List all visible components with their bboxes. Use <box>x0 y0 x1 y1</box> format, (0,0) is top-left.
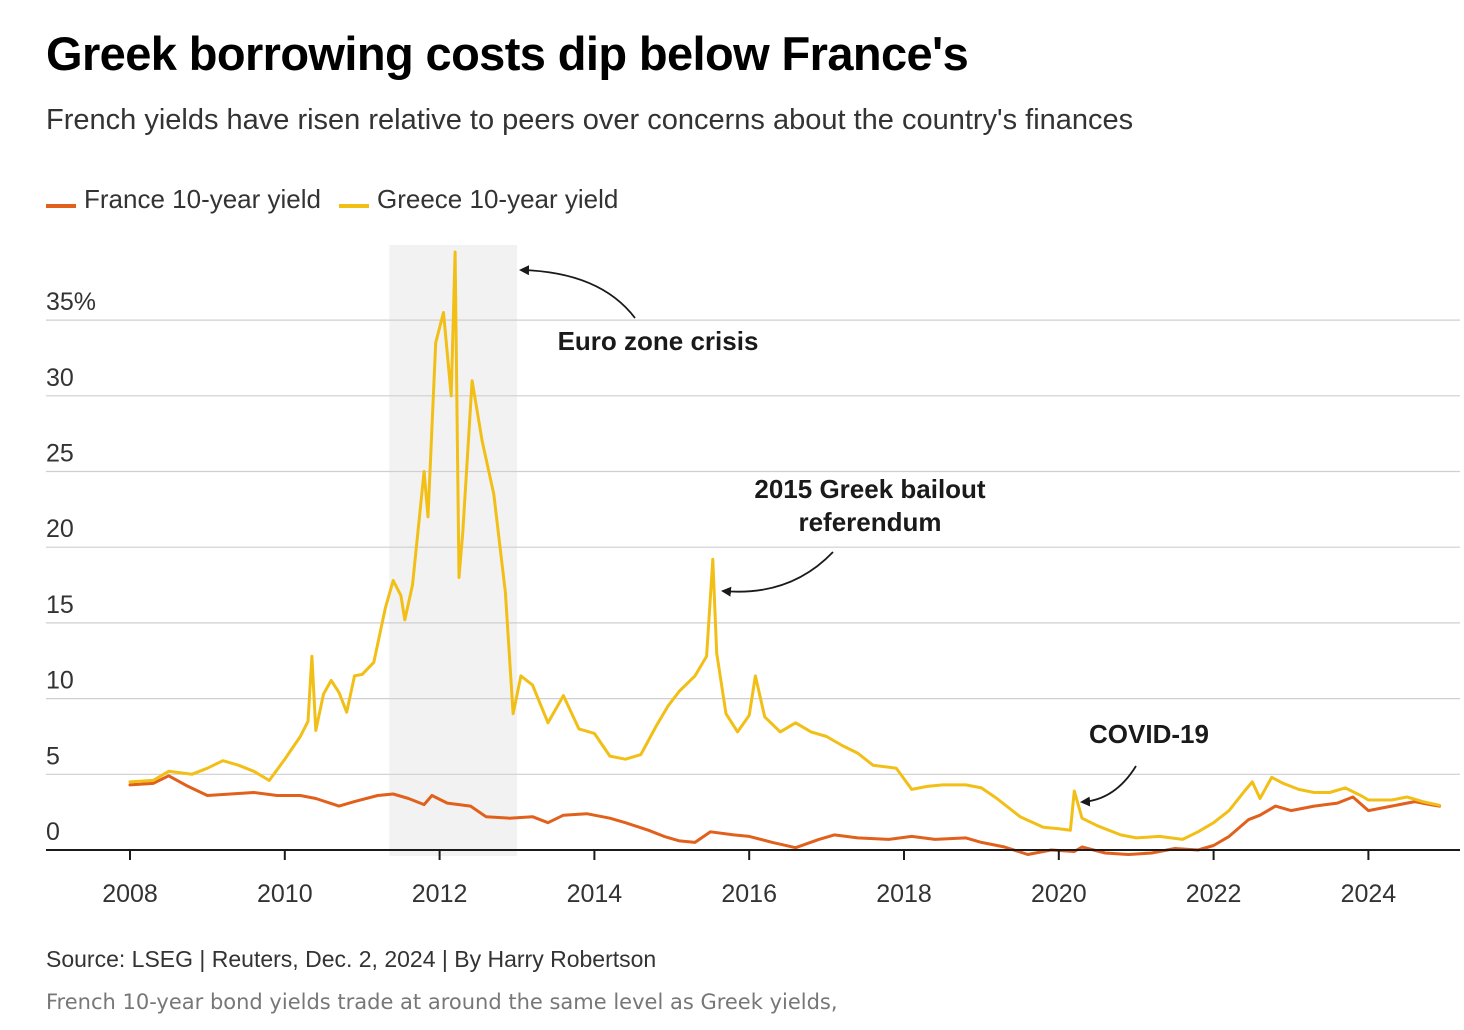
series-layer <box>128 250 1442 856</box>
chart-title: Greek borrowing costs dip below France's <box>46 27 969 80</box>
x-tick-label-2010: 2010 <box>257 880 313 908</box>
chart-subtitle: French yields have risen relative to pee… <box>46 104 1134 136</box>
x-tick-label-2012: 2012 <box>412 880 468 908</box>
x-axis: 2008 2010 2012 2014 2016 2018 2020 2022 2024 <box>46 849 1460 908</box>
y-tick-label-0: 0 <box>46 818 60 846</box>
legend-item-france: France 10-year yield <box>46 184 321 215</box>
series-line-france <box>128 774 1442 856</box>
annotations: Euro zone crisis 2015 Greek bailout refere… <box>519 265 1209 807</box>
x-tick-label-2020: 2020 <box>1031 880 1087 908</box>
legend-item-greece: Greece 10-year yield <box>339 184 618 215</box>
series-line-greece <box>128 250 1442 841</box>
x-tick-label-2022: 2022 <box>1186 880 1242 908</box>
legend-swatch-greece <box>339 203 369 208</box>
y-tick-label-30: 30 <box>46 364 74 392</box>
legend-swatch-france <box>46 203 76 208</box>
legend-label-greece: Greece 10-year yield <box>377 184 619 214</box>
y-tick-label-35: 35% <box>46 288 96 316</box>
x-tick-label-2008: 2008 <box>102 880 158 908</box>
caption-text: French 10-year bond yields trade at arou… <box>46 990 838 1014</box>
x-tick-label-2014: 2014 <box>567 880 623 908</box>
source-note: Source: LSEG | Reuters, Dec. 2, 2024 | B… <box>46 946 657 972</box>
annotation-euro-crisis-label: Euro zone crisis <box>558 326 759 356</box>
legend-label-france: France 10-year yield <box>84 184 321 214</box>
y-tick-label-20: 20 <box>46 515 74 543</box>
x-tick-label-2018: 2018 <box>876 880 932 908</box>
x-tick-label-2016: 2016 <box>721 880 777 908</box>
annotation-covid-label: COVID-19 <box>1089 719 1209 749</box>
gridlines: 0 5 10 15 20 25 30 35% <box>46 288 1460 846</box>
annotation-covid-arrow <box>1080 765 1137 807</box>
annotation-greek-referendum-label: 2015 Greek bailout referendum <box>754 474 986 537</box>
chart-legend: France 10-year yield Greece 10-year yiel… <box>46 184 636 215</box>
x-tick-label-2024: 2024 <box>1341 880 1397 908</box>
annotation-greek-referendum-arrow <box>721 551 834 597</box>
y-tick-label-15: 15 <box>46 591 74 619</box>
y-tick-label-25: 25 <box>46 440 74 468</box>
y-tick-label-5: 5 <box>46 742 60 770</box>
line-chart: 0 5 10 15 20 25 30 35% 2008 2010 2012 2014 2016 2018… <box>46 245 1460 908</box>
annotation-euro-crisis-arrow <box>519 265 636 319</box>
y-tick-label-10: 10 <box>46 667 74 695</box>
